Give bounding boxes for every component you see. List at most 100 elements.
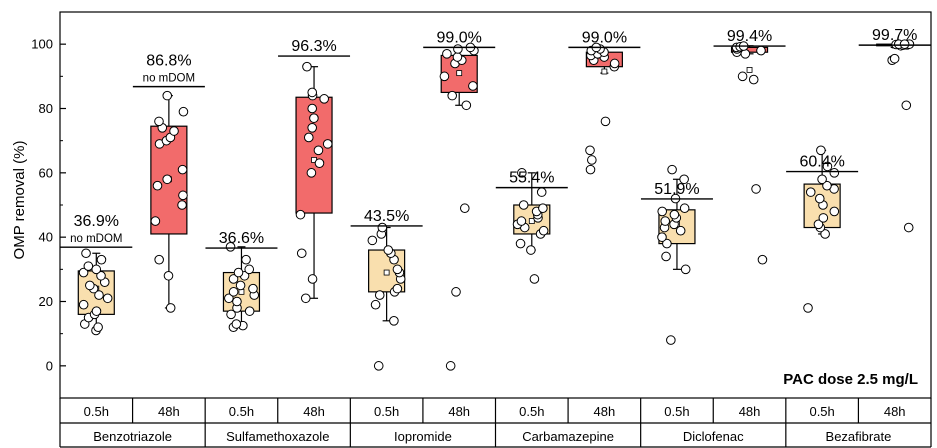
- data-point: [235, 280, 246, 291]
- time-label: 0.5h: [664, 404, 689, 419]
- data-point: [609, 58, 620, 69]
- data-point: [529, 274, 540, 284]
- data-point: [307, 123, 317, 133]
- data-point: [91, 264, 102, 275]
- data-point: [461, 100, 472, 111]
- data-point: [813, 219, 824, 230]
- data-point: [585, 145, 595, 156]
- y-tick-label: 100: [31, 37, 53, 52]
- data-point: [447, 90, 458, 101]
- data-point: [468, 81, 478, 91]
- data-point: [178, 106, 189, 117]
- time-label: 0.5h: [809, 404, 834, 419]
- data-point: [178, 190, 188, 201]
- data-point: [232, 296, 242, 307]
- compound-label: Bezafibrate: [826, 429, 892, 444]
- data-point: [737, 71, 748, 82]
- compound-label: Carbamazepine: [522, 429, 614, 444]
- compound-label: Sulfamethoxazole: [226, 429, 329, 444]
- data-point: [91, 306, 102, 316]
- mean-marker: [528, 218, 535, 224]
- data-point: [660, 216, 671, 226]
- time-label: 48h: [594, 404, 616, 419]
- compound-label: Iopromide: [394, 429, 452, 444]
- data-point: [78, 299, 89, 310]
- data-point: [307, 274, 318, 284]
- category-table: 0.5h 48h Benzotriazole 0.5h 48h Sulfamethoxaz…: [59, 398, 932, 448]
- data-point: [901, 100, 912, 111]
- removal-label: 86.8%: [146, 53, 191, 70]
- data-point: [177, 200, 187, 210]
- data-point: [383, 245, 394, 255]
- data-point: [322, 139, 333, 149]
- data-point: [228, 274, 239, 284]
- data-point: [657, 232, 667, 242]
- data-point: [309, 113, 319, 123]
- time-label: 48h: [739, 404, 761, 419]
- time-label: 0.5h: [84, 404, 109, 419]
- data-point: [295, 209, 306, 220]
- removal-label: 55.4%: [509, 170, 554, 187]
- data-point: [452, 52, 463, 62]
- data-point: [803, 303, 813, 313]
- note-label: no mDOM: [143, 73, 195, 85]
- data-point: [93, 322, 103, 333]
- removal-label: 99.0%: [582, 29, 627, 46]
- data-point: [805, 187, 816, 197]
- data-point: [667, 164, 677, 175]
- removal-label: 99.0%: [437, 29, 482, 46]
- data-point: [526, 245, 536, 255]
- data-point: [81, 248, 91, 259]
- data-point: [657, 206, 668, 217]
- data-point: [233, 267, 244, 278]
- data-point: [300, 293, 311, 304]
- data-point: [228, 287, 239, 297]
- removal-label: 36.9%: [74, 213, 119, 230]
- data-point: [163, 270, 174, 281]
- y-tick-label: 60: [39, 165, 53, 180]
- plot-border: [59, 11, 932, 399]
- data-point: [306, 168, 317, 178]
- data-point: [516, 216, 527, 226]
- data-point: [451, 287, 461, 297]
- data-point: [244, 306, 255, 316]
- data-point: [829, 206, 840, 217]
- data-point: [662, 238, 672, 249]
- data-point: [600, 116, 611, 127]
- data-point: [816, 145, 826, 156]
- data-point: [296, 248, 307, 259]
- data-point: [307, 87, 318, 98]
- data-point: [889, 53, 900, 64]
- data-point: [817, 174, 827, 185]
- data-point: [442, 49, 452, 59]
- data-point: [302, 61, 312, 72]
- data-point: [244, 264, 255, 275]
- data-point: [319, 94, 329, 104]
- removal-label: 60.4%: [799, 154, 844, 171]
- data-point: [96, 270, 106, 281]
- data-point: [389, 316, 399, 326]
- note-label: no mDOM: [70, 233, 122, 245]
- data-point: [666, 335, 676, 345]
- data-point: [373, 361, 384, 371]
- data-point: [154, 116, 164, 127]
- removal-label: 51.9%: [654, 181, 699, 198]
- data-point: [675, 225, 686, 236]
- time-label: 0.5h: [374, 404, 399, 419]
- y-tick-label: 40: [39, 230, 53, 245]
- data-point: [680, 264, 691, 275]
- data-point: [903, 222, 914, 233]
- y-axis-title: OMP removal (%): [11, 141, 28, 260]
- data-point: [154, 254, 164, 265]
- data-point: [313, 145, 324, 156]
- data-point: [822, 180, 832, 191]
- data-point: [587, 155, 597, 165]
- y-tick-label: 80: [39, 101, 53, 116]
- data-point: [303, 132, 314, 143]
- data-point: [374, 290, 385, 300]
- data-point: [165, 303, 176, 313]
- data-point: [899, 39, 910, 49]
- data-point: [459, 203, 470, 214]
- data-point: [538, 203, 548, 214]
